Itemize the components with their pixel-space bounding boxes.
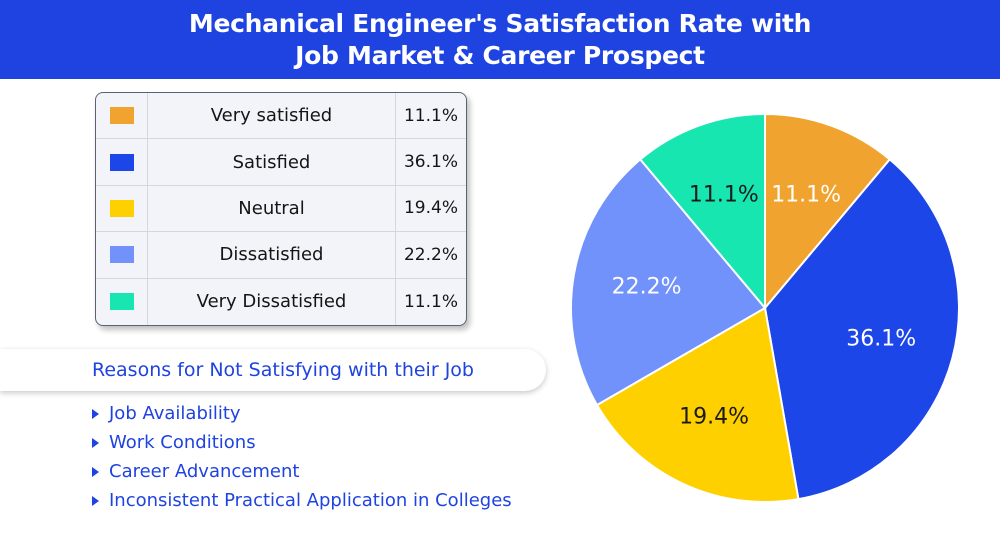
pie-slice-satisfied — [763, 157, 960, 501]
legend-label: Very Dissatisfied — [148, 278, 396, 325]
pie-slice-very-satisfied — [764, 112, 892, 311]
pie-label-satisfied: 36.1% — [846, 327, 916, 352]
bullet-arrow-icon — [92, 466, 99, 477]
legend-swatch-cell — [96, 139, 148, 185]
legend-swatch — [109, 199, 134, 217]
title-line-1: Mechanical Engineer's Satisfaction Rate … — [188, 8, 812, 38]
legend-swatch-cell — [96, 93, 148, 139]
pie-label-very-dissatisfied: 11.1% — [689, 182, 759, 207]
title-line-2: Job Market & Career Prospect — [295, 40, 705, 70]
reasons-header: Reasons for Not Satisfying with their Jo… — [0, 349, 546, 391]
legend-row-very-dissatisfied: Very Dissatisfied 11.1% — [96, 278, 466, 325]
legend-swatch-cell — [96, 232, 148, 278]
legend-value: 22.2% — [403, 244, 458, 265]
reason-text: Career Advancement — [109, 461, 300, 482]
reasons-title: Reasons for Not Satisfying with their Jo… — [92, 359, 474, 381]
reasons-list: Job Availability Work Conditions Career … — [92, 399, 512, 515]
legend-row-satisfied: Satisfied 36.1% — [96, 139, 466, 186]
reason-text: Work Conditions — [109, 432, 256, 453]
reason-item: Inconsistent Practical Application in Co… — [92, 486, 512, 515]
legend-swatch-cell — [96, 185, 148, 232]
pie-chart: 11.1% 36.1% 19.4% 22.2% 11.1% — [570, 112, 960, 503]
legend-label: Dissatisfied — [148, 232, 396, 278]
reason-item: Job Availability — [92, 399, 512, 428]
bullet-arrow-icon — [92, 408, 99, 419]
legend-swatch — [109, 153, 134, 171]
pie-slice-dissatisfied — [570, 157, 767, 407]
title-banner: Mechanical Engineer's Satisfaction Rate … — [0, 0, 1000, 79]
reason-text: Job Availability — [109, 403, 241, 424]
reason-text: Inconsistent Practical Application in Co… — [109, 490, 512, 511]
bullet-arrow-icon — [92, 495, 99, 506]
bullet-arrow-icon — [92, 437, 99, 448]
legend-label: Neutral — [148, 185, 396, 232]
reason-item: Career Advancement — [92, 457, 512, 486]
legend-value: 19.4% — [403, 198, 458, 219]
legend-label: Satisfied — [148, 139, 396, 185]
legend-swatch — [109, 246, 134, 264]
legend-table: Very satisfied 11.1% Satisfied 36.1% Neu… — [95, 92, 467, 326]
legend-row-very-satisfied: Very satisfied 11.1% — [96, 93, 466, 140]
legend-value: 11.1% — [403, 105, 458, 126]
legend-row-neutral: Neutral 19.4% — [96, 185, 466, 233]
pie-label-neutral: 19.4% — [679, 404, 749, 429]
legend-swatch — [109, 293, 134, 311]
legend-swatch-cell — [96, 278, 148, 325]
reason-item: Work Conditions — [92, 428, 512, 457]
legend-label: Very satisfied — [148, 93, 396, 139]
pie-slice-neutral — [595, 306, 800, 503]
pie-label-very-satisfied: 11.1% — [771, 182, 841, 207]
legend-row-dissatisfied: Dissatisfied 22.2% — [96, 232, 466, 279]
legend-value: 11.1% — [403, 291, 458, 312]
pie-slice-very-dissatisfied — [638, 112, 766, 311]
legend-swatch — [109, 107, 134, 125]
legend-value: 36.1% — [403, 152, 458, 173]
pie-label-dissatisfied: 22.2% — [612, 275, 682, 300]
